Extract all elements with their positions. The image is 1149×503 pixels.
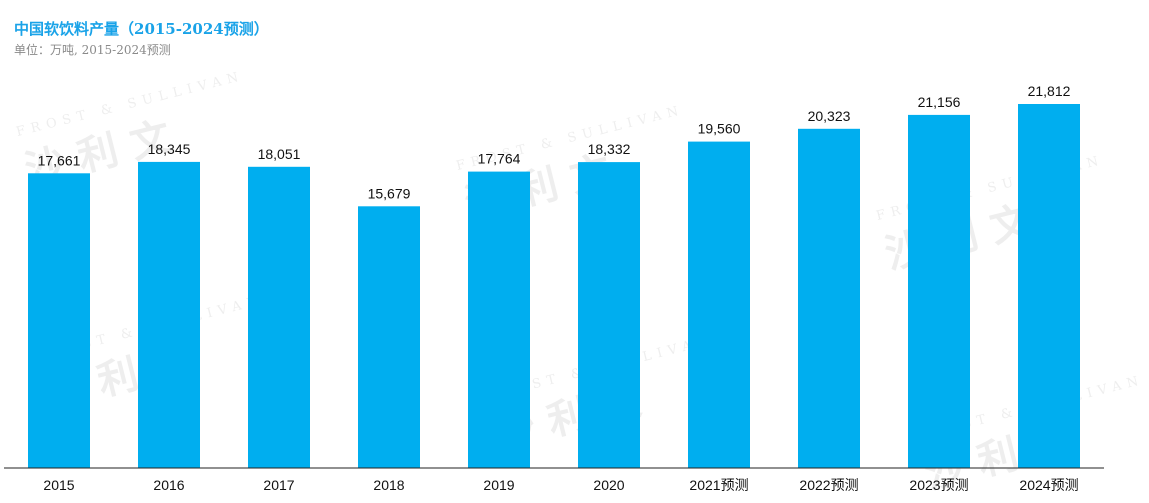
x-axis-tick-label: 2022预测 <box>799 477 858 493</box>
x-axis-tick-label: 2017 <box>263 477 294 493</box>
x-axis-tick-label: 2016 <box>153 477 184 493</box>
bar-value-label: 15,679 <box>368 185 411 201</box>
bar <box>468 171 530 468</box>
bar <box>1018 104 1080 468</box>
bar-value-label: 18,345 <box>148 141 191 157</box>
bar-value-label: 21,156 <box>918 94 961 110</box>
chart-subtitle: 单位：万吨, 2015-2024预测 <box>14 43 171 57</box>
bar <box>798 128 860 469</box>
bar-value-label: 17,661 <box>38 152 81 168</box>
x-axis-tick-label: 2015 <box>43 477 74 493</box>
bar <box>688 141 750 468</box>
x-axis-tick-label: 2021预测 <box>689 477 748 493</box>
bar-value-label: 21,812 <box>1028 83 1071 99</box>
bar <box>28 173 90 469</box>
bar-value-label: 20,323 <box>808 108 851 124</box>
bar <box>248 166 310 469</box>
x-axis-tick-label: 2019 <box>483 477 514 493</box>
x-axis-tick-label: 2018 <box>373 477 404 493</box>
x-axis-tick-label: 2023预测 <box>909 477 968 493</box>
bar-value-label: 18,051 <box>258 146 301 162</box>
x-axis-tick-label: 2020 <box>593 477 624 493</box>
chart-title: 中国软饮料产量（2015-2024预测） <box>14 20 269 38</box>
bar-value-label: 17,764 <box>478 151 521 167</box>
bar <box>578 162 640 468</box>
bar <box>908 114 970 469</box>
bar <box>138 161 200 468</box>
x-axis-tick-label: 2024预测 <box>1019 477 1078 493</box>
bar <box>358 206 420 469</box>
bar-value-label: 19,560 <box>698 121 741 137</box>
bar-value-label: 18,332 <box>588 141 631 157</box>
